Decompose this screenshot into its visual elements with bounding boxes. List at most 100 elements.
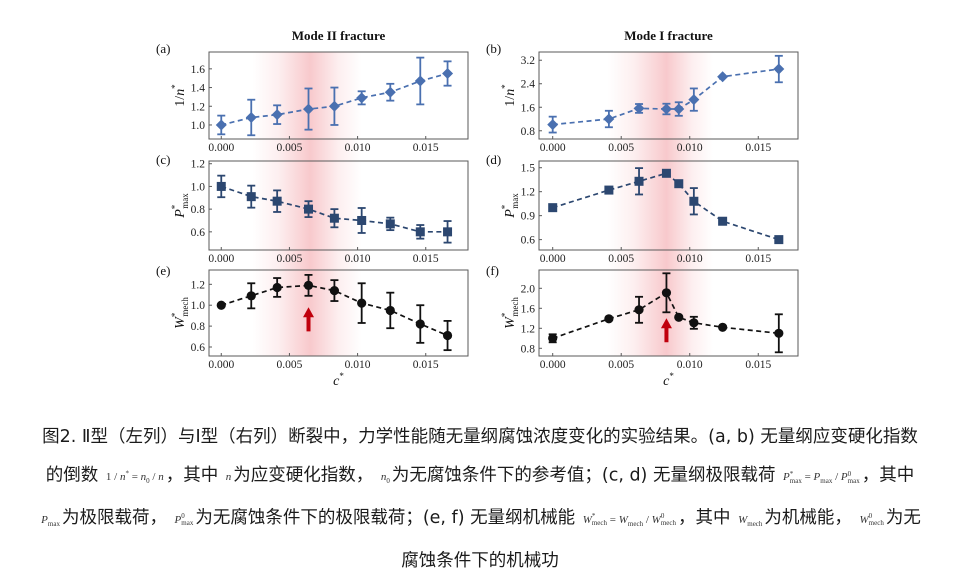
panel-label-a: (a) (156, 41, 170, 56)
y-tick-label: 1.0 (191, 120, 206, 132)
diamond-marker (717, 71, 729, 83)
x-tick-label: 0.005 (276, 253, 302, 265)
x-tick-label: 0.000 (540, 142, 566, 154)
title-mode-i: Mode I fracture (624, 28, 713, 43)
square-marker (443, 227, 453, 237)
series-line (552, 291, 779, 340)
x-tick-label: 0.015 (413, 142, 439, 154)
diamond-marker (660, 103, 672, 115)
panel-label-c: (c) (156, 152, 170, 167)
y-axis-label: W*mech (500, 297, 520, 329)
plot-frame (208, 269, 469, 357)
diamond-marker (303, 103, 315, 115)
data-point (215, 114, 227, 136)
square-marker (689, 196, 699, 206)
circle-marker (303, 280, 314, 290)
diamond-marker (384, 86, 396, 98)
square-marker (674, 179, 684, 189)
caption-text: 为机械能， (764, 507, 852, 528)
diamond-marker (688, 94, 700, 106)
title-mode-ii: Mode II fracture (292, 28, 386, 43)
caption-text: 为极限载荷， (61, 507, 167, 528)
diamond-marker (328, 100, 340, 112)
data-point (246, 282, 256, 310)
caption-text: 为无 (885, 507, 921, 528)
y-tick-label: 1.0 (191, 181, 206, 193)
x-tick-label: 0.010 (345, 359, 371, 371)
x-tick-label: 0.010 (345, 142, 371, 154)
diamond-marker (773, 63, 785, 75)
diamond-marker (547, 119, 559, 131)
x-tick-label: 0.005 (608, 253, 634, 265)
circle-marker (415, 319, 425, 329)
data-point (356, 90, 368, 106)
panel-e: 0.000 0.005 0.010 0.015 0.6 0.8 1.0 1.2W*mech c* (170, 269, 469, 389)
caption-line-2: 的倒数 1 / n* = n0 / n ，其中 n 为应变硬化指数， n0 为无腐蚀条… (0, 456, 960, 500)
data-point (271, 104, 283, 125)
data-point (774, 313, 784, 354)
plot-frame (208, 51, 469, 140)
circle-marker (216, 300, 226, 310)
symbol-wmech: Wmech (738, 513, 763, 529)
x-tick-label: 0.010 (677, 359, 703, 371)
data-point (357, 282, 367, 324)
caption-text: 腐蚀条件下的机械功 (401, 550, 559, 571)
y-tick-label: 1.2 (191, 101, 206, 113)
symbol-n0: n0 (380, 471, 390, 486)
x-tick-label: 0.005 (276, 359, 302, 371)
circle-marker (548, 333, 558, 343)
caption-text: 为无腐蚀条件下的极限载荷；(e, f) 无量纲机械能 (195, 507, 576, 528)
diamond-marker (673, 103, 685, 115)
y-axis-label: 1/n* (500, 84, 518, 107)
panel-label-b: (b) (486, 41, 501, 56)
x-tick-label: 0.005 (608, 359, 634, 371)
data-point (329, 279, 340, 302)
panel-a: 0.000 0.005 0.010 0.015 1.0 1.2 1.4 1.61/n* (170, 51, 469, 154)
circle-marker (674, 312, 684, 322)
circle-marker (634, 305, 644, 315)
caption-line-1: 图2. Ⅱ型（左列）与Ⅰ型（右列）断裂中，力学性能随无量纲腐蚀浓度变化的实验结果… (0, 419, 960, 456)
data-point (673, 101, 685, 117)
caption-text: 为应变硬化指数， (233, 465, 374, 486)
data-point (689, 315, 699, 330)
series-line (552, 68, 779, 126)
equation-wmech: W * mech = Wmech / W 0 mech (582, 512, 676, 529)
data-point (604, 314, 614, 324)
square-marker (246, 192, 256, 202)
data-point (674, 179, 684, 189)
y-tick-label: 0.9 (521, 211, 536, 223)
square-marker (385, 219, 395, 229)
data-point (773, 54, 785, 84)
y-axis-label: P*max (170, 193, 190, 219)
data-point (633, 102, 645, 114)
y-tick-label: 1.2 (191, 159, 206, 171)
data-point (689, 187, 699, 216)
square-marker (634, 176, 644, 186)
data-point (604, 185, 614, 195)
data-point (688, 87, 700, 112)
circle-marker (246, 291, 256, 301)
data-point (216, 174, 226, 199)
data-point (718, 322, 728, 332)
data-point (547, 115, 559, 134)
y-tick-label: 2.4 (521, 79, 536, 91)
arrow-up-icon (660, 318, 672, 343)
square-marker (604, 185, 614, 195)
circle-marker (357, 298, 367, 308)
y-tick-label: 1.5 (521, 163, 536, 175)
data-point (634, 167, 644, 196)
diamond-marker (633, 102, 645, 114)
data-point (245, 98, 257, 137)
y-tick-label: 2.0 (521, 283, 536, 295)
caption-text: 图2. Ⅱ型（左列）与Ⅰ型（右列）断裂中，力学性能随无量纲腐蚀浓度变化的实验结果… (42, 427, 918, 447)
diamond-marker (245, 111, 257, 123)
plot-frame (538, 269, 799, 357)
y-tick-label: 0.8 (191, 204, 206, 216)
data-point (415, 224, 425, 240)
square-marker (661, 168, 671, 178)
data-point (384, 82, 396, 102)
y-axis-label: P*max (500, 193, 520, 219)
y-tick-label: 1.2 (521, 187, 536, 199)
data-point (443, 220, 453, 244)
y-tick-label: 1.2 (191, 279, 206, 291)
